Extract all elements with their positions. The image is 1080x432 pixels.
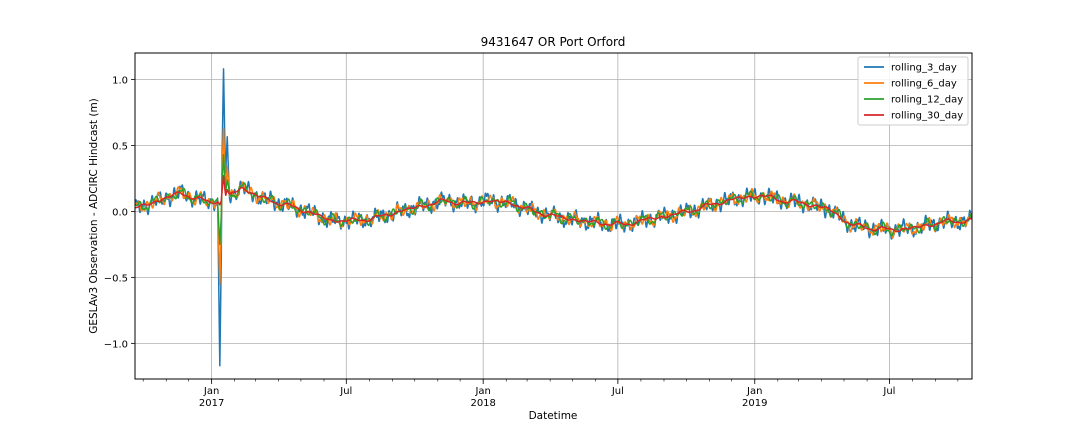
y-axis: 1.0 0.5 0.0 −0.5 −1.0 <box>104 75 135 350</box>
series-line-rolling_30_day <box>135 174 972 233</box>
legend-label: rolling_12_day <box>891 95 963 106</box>
y-tick-label: 0.0 <box>112 207 128 218</box>
x-axis-label: Datetime <box>529 410 578 422</box>
series-layer <box>135 68 972 367</box>
plot-area-frame <box>134 52 973 380</box>
x-tick-label: Jul <box>611 386 624 397</box>
x-tick-year-label: 2018 <box>470 398 495 409</box>
y-tick-label: 1.0 <box>112 75 128 86</box>
x-tick-label: Jul <box>339 386 352 397</box>
legend-box <box>857 56 969 126</box>
x-tick-year-label: 2019 <box>742 398 767 409</box>
y-tick-label: −1.0 <box>104 339 128 350</box>
series-line-rolling_6_day <box>135 127 972 285</box>
legend: rolling_3_day rolling_6_day rolling_12_day… <box>857 56 969 126</box>
legend-label: rolling_30_day <box>891 111 963 122</box>
chart-title: 9431647 OR Port Orford <box>481 35 626 49</box>
x-tick-year-label: 2017 <box>199 398 224 409</box>
x-tick-label: Jul <box>882 386 895 397</box>
x-tick-label: Jan <box>474 386 490 397</box>
legend-label: rolling_3_day <box>891 63 957 74</box>
y-tick-label: 0.5 <box>112 141 128 152</box>
y-axis-label: GESLAv3 Observation - ADCIRC Hindcast (m… <box>88 98 100 334</box>
legend-label: rolling_6_day <box>891 79 957 90</box>
x-tick-label: Jan <box>203 386 219 397</box>
x-tick-label: Jan <box>746 386 762 397</box>
y-tick-label: −0.5 <box>104 273 128 284</box>
